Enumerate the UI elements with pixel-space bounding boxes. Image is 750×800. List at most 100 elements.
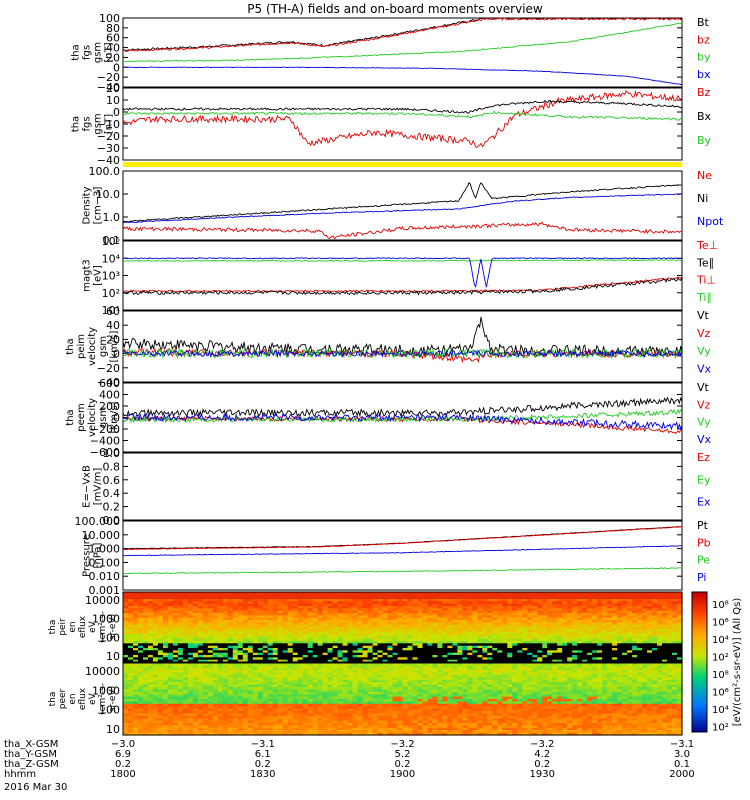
spectrogram-cell [272,657,279,661]
spectrogram-cell [342,659,349,663]
spectrogram-cell [207,624,214,628]
spectrogram-cell [617,627,623,630]
spectrogram-cell [487,645,493,649]
spectrogram-cell [133,694,139,698]
spectrogram-cell [222,706,229,710]
spectrogram-cell [167,703,174,707]
spectrogram-cell [212,636,219,640]
spectrogram-cell [317,670,324,674]
spectrogram-cell [172,634,179,637]
spectrogram-cell [522,659,528,663]
spectrogram-cell [377,617,384,621]
spectrogram-cell [672,652,678,656]
spectrogram-cell [217,613,224,616]
spectrogram-cell [222,634,229,637]
spectrogram-cell [607,631,613,635]
spectrogram-cell [487,615,493,619]
spectrogram-cell [217,645,224,649]
spectrogram-cell [287,670,294,674]
spectrogram-cell [162,594,169,598]
spectrogram-cell [267,606,274,609]
spectrogram-cell [287,713,294,717]
spectrogram-cell [602,599,608,602]
spectrogram-cell [427,643,434,647]
spectrogram-cell [332,655,339,658]
spectrogram-cell [567,615,573,619]
spectrogram-cell [552,622,558,626]
spectrogram-cell [262,667,269,671]
spectrogram-cell [337,706,344,710]
spectrogram-cell [627,603,633,607]
spectrogram-cell [302,675,309,678]
spectrogram-cell [347,696,354,700]
spectrogram-cell [138,636,144,640]
spectrogram-cell [592,608,598,612]
spectrogram-cell [182,672,189,676]
spectrogram-cell [262,603,269,607]
spectrogram-cell [402,620,409,623]
spectrogram-cell [152,657,159,661]
spectrogram-cell [342,606,349,609]
spectrogram-cell [567,599,573,602]
spectrogram-cell [217,617,224,621]
spectrogram-cell [487,636,493,640]
spectrogram-cell [667,638,673,642]
spectrogram-cell [437,603,443,607]
spectrogram-cell [452,648,458,651]
spectrogram-cell [272,691,279,695]
y-tick-label: 10² [102,287,120,300]
spectrogram-cell [577,627,583,630]
spectrogram-cell [662,596,668,600]
spectrogram-cell [577,634,583,637]
spectrogram-cell [317,667,324,671]
spectrogram-cell [462,655,468,658]
series-Vy-line [122,408,683,424]
spectrogram-cell [407,592,414,595]
spectrogram-cell [442,650,448,654]
spectrogram-cell [277,723,284,726]
spectrogram-cell [577,631,583,635]
spectrogram-cell [302,655,309,658]
spectrogram-cell [327,592,334,595]
spectrogram-cell [362,615,369,619]
spectrogram-cell [138,713,144,717]
spectrogram-cell [277,711,284,714]
spectrogram-cell [197,648,204,651]
spectrogram-cell [317,691,324,695]
spectrogram-cell [382,599,389,602]
spectrogram-cell [207,636,214,640]
spectrogram-cell [587,629,593,633]
spectrogram-cell [342,665,349,669]
spectrogram-cell [322,730,329,734]
spectrogram-cell [517,615,523,619]
spectrogram-cell [337,606,344,609]
spectrogram-cell [582,655,588,658]
spectrogram-cell [252,617,259,621]
spectrogram-cell [342,682,349,686]
spectrogram-cell [522,645,528,649]
spectrogram-cell [487,620,493,623]
spectrogram-cell [637,627,643,630]
spectrogram-cell [667,610,673,614]
spectrogram-cell [597,652,603,656]
spectrogram-cell [567,592,573,595]
spectrogram-cell [177,696,184,700]
spectrogram-cell [317,638,324,642]
spectrogram-cell [292,689,299,693]
spectrogram-cell [242,610,249,614]
spectrogram-cell [532,599,538,602]
spectrogram-cell [197,679,204,683]
spectrogram-cell [332,723,339,726]
spectrogram-cell [138,711,144,714]
spectrogram-cell [652,624,658,628]
spectrogram-cell [442,615,448,619]
spectrogram-cell [332,682,339,686]
spectrogram-cell [272,723,279,726]
spectrogram-cell [152,631,159,635]
spectrogram-cell [387,624,394,628]
spectrogram-cell [277,689,284,693]
spectrogram-cell [148,677,154,681]
spectrogram-cell [133,691,139,695]
spectrogram-cell [232,601,239,605]
